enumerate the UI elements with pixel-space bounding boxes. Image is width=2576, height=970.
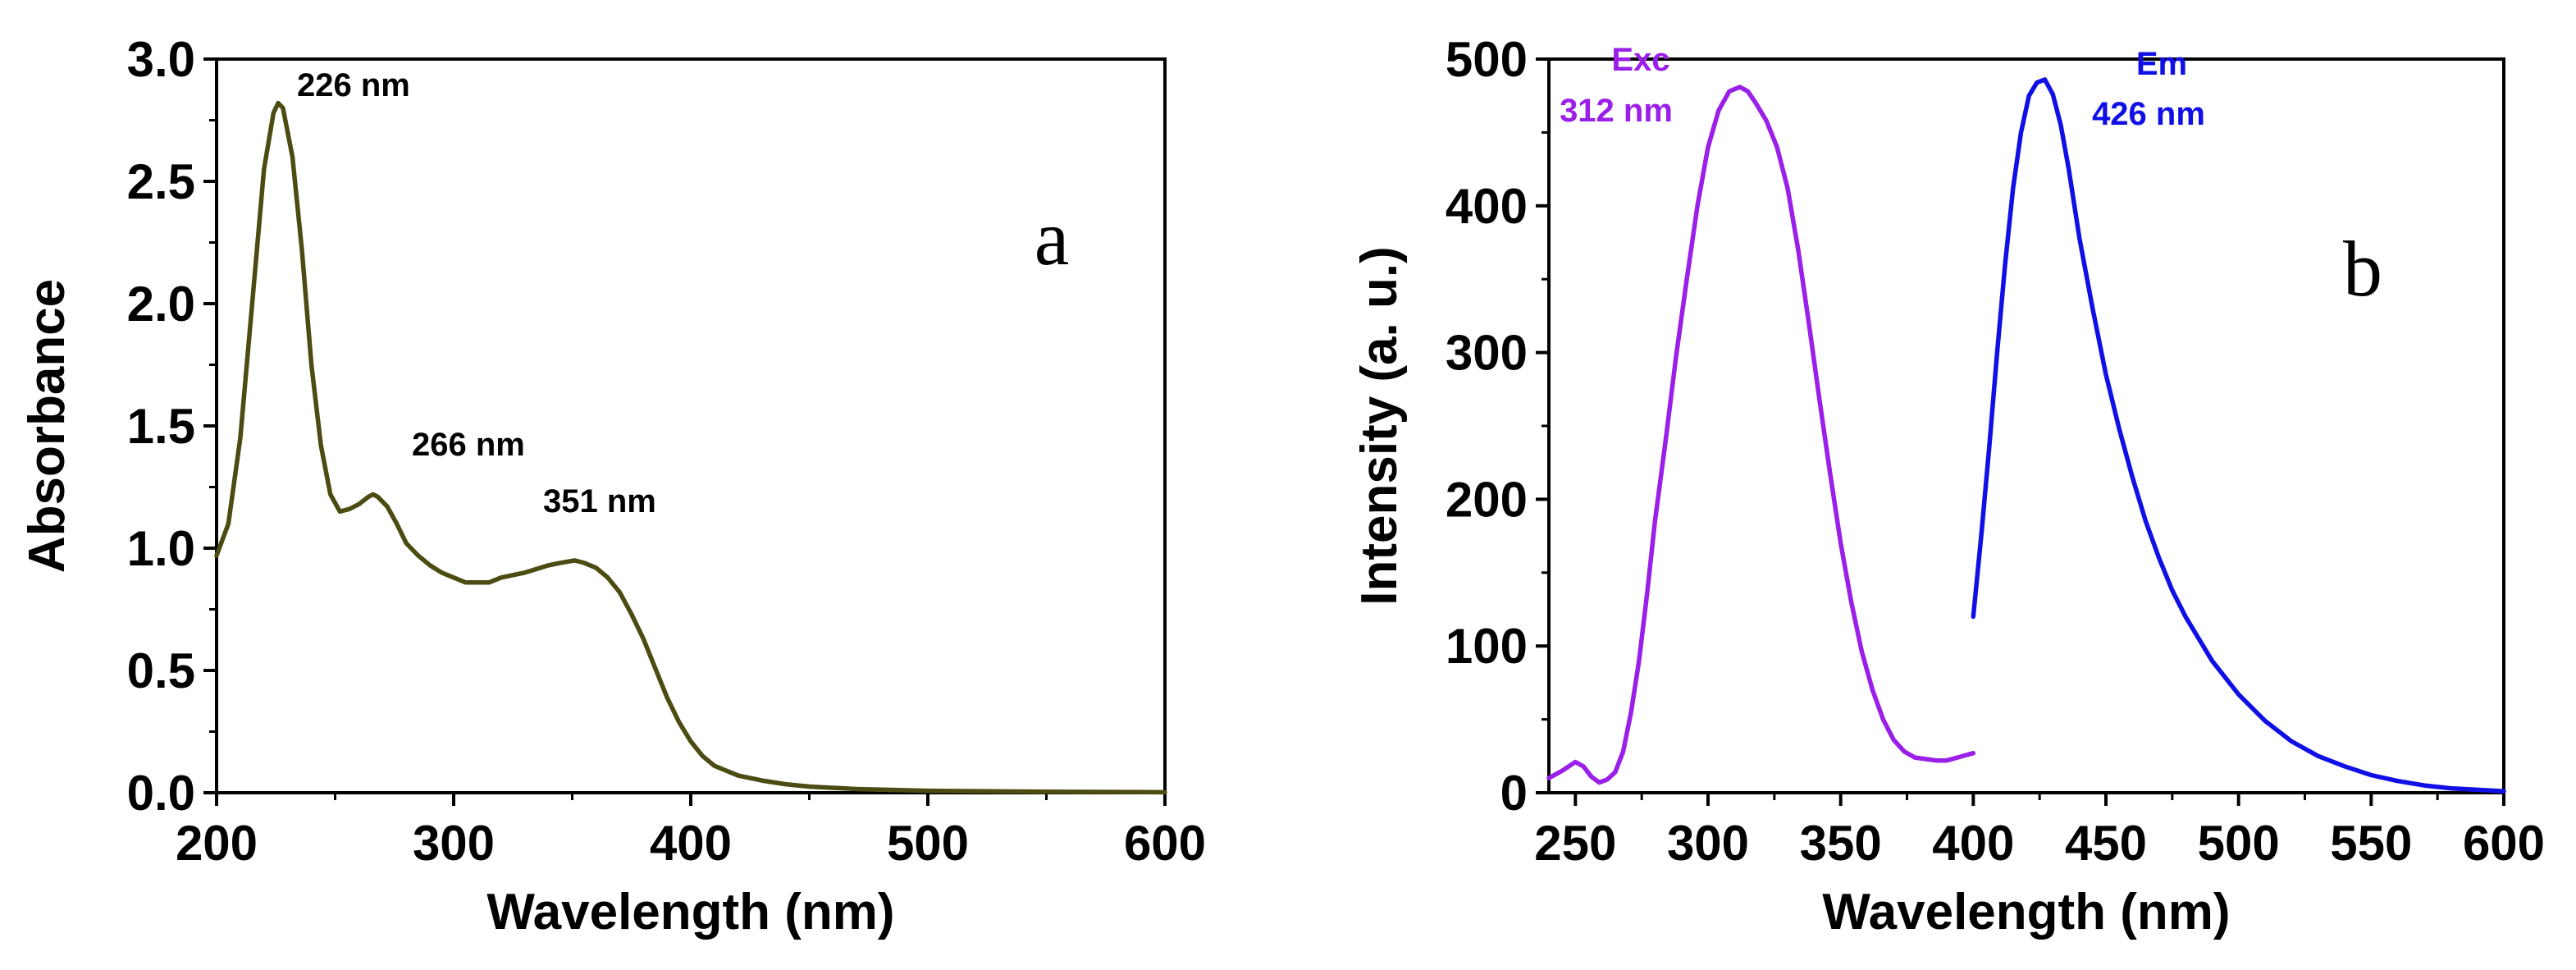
y-tick-label: 200 xyxy=(1446,472,1528,527)
x-tick-label: 600 xyxy=(2463,816,2545,871)
x-tick-label: 500 xyxy=(2198,816,2280,871)
x-tick-label: 600 xyxy=(1124,816,1206,871)
series-line-absorbance xyxy=(214,100,1167,795)
panel-label: a xyxy=(1035,194,1070,281)
y-tick-label: 1.5 xyxy=(127,399,195,454)
x-tick-label: 450 xyxy=(2065,816,2147,871)
peak-annotation: Exc xyxy=(1611,42,1669,78)
y-tick-label: 500 xyxy=(1446,32,1528,87)
x-tick-label: 300 xyxy=(1667,816,1749,871)
y-tick-label: 1.0 xyxy=(127,521,195,576)
x-tick-label: 200 xyxy=(176,816,258,871)
peak-annotation: 312 nm xyxy=(1560,93,1673,129)
x-tick-label: 250 xyxy=(1534,816,1616,871)
x-tick-label: 400 xyxy=(1932,816,2014,871)
peak-annotation: 226 nm xyxy=(297,67,410,103)
y-tick-label: 2.5 xyxy=(127,154,195,209)
x-tick-label: 500 xyxy=(887,816,969,871)
x-tick-label: 300 xyxy=(413,816,495,871)
chart-panel-b: 250 300 350 400 450 500 550 600 0 100 200 300 400 500… xyxy=(1351,32,2545,940)
y-tick-label: 2.0 xyxy=(127,277,195,332)
y-tick-label: 100 xyxy=(1446,619,1528,674)
series-line-exc xyxy=(1546,85,1976,785)
plot-frame xyxy=(215,57,1167,794)
y-tick-label: 0.0 xyxy=(127,766,195,821)
x-tick-label: 550 xyxy=(2330,816,2412,871)
peak-annotation: 351 nm xyxy=(543,483,656,519)
x-tick-label: 350 xyxy=(1800,816,1882,871)
peak-annotation: 266 nm xyxy=(412,427,525,463)
chart-panel-a: 200 300 400 500 600 0.0 0.5 1.0 1.5 2.0 2.5 3.0 Wave… xyxy=(19,32,1206,940)
series-line-em xyxy=(1971,77,2506,794)
y-tick-label: 0.5 xyxy=(127,643,195,698)
x-axis-title: Wavelength (nm) xyxy=(1822,884,2230,940)
peak-annotation: 426 nm xyxy=(2092,96,2205,132)
peak-annotation: Em xyxy=(2136,46,2187,82)
plot-frame xyxy=(1547,57,2505,794)
y-tick-label: 300 xyxy=(1446,326,1528,381)
y-axis-title: Absorbance xyxy=(19,279,75,573)
y-tick-label: 3.0 xyxy=(127,32,195,87)
x-axis-title: Wavelength (nm) xyxy=(486,884,894,940)
panel-label: b xyxy=(2343,225,2382,313)
y-tick-label: 0 xyxy=(1500,766,1528,821)
y-axis-title: Intensity (a. u.) xyxy=(1351,246,1408,605)
y-tick-label: 400 xyxy=(1446,179,1528,234)
x-tick-label: 400 xyxy=(650,816,732,871)
